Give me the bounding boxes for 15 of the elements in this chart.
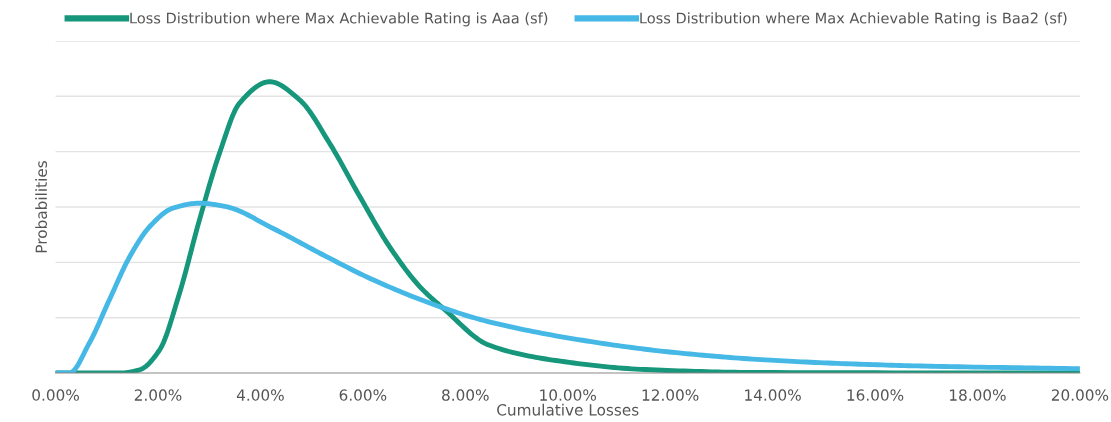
x-tick-label: 20.00%	[1051, 389, 1109, 401]
x-tick-label: 8.00%	[442, 389, 489, 401]
y-axis-title: Probabilities	[35, 161, 48, 253]
x-tick-label: 16.00%	[847, 389, 904, 401]
x-tick-label: 14.00%	[745, 389, 801, 401]
x-tick-label: 6.00%	[339, 389, 387, 401]
x-tick-label: 0.00%	[32, 389, 79, 401]
x-tick-label: 10.00%	[540, 389, 596, 401]
x-tick-label: 2.00%	[134, 389, 182, 401]
x-tick-label: 4.00%	[236, 389, 284, 401]
x-tick-label: 18.00%	[950, 389, 1006, 401]
x-tick-label: 12.00%	[642, 389, 699, 401]
legend-label: Loss Distribution where Max Achievable Rating is Baa2 (sf)	[640, 12, 1067, 27]
x-axis-title: Cumulative Losses	[497, 403, 639, 416]
legend-label: Loss Distribution where Max Achievable Rating is Aaa (sf)	[130, 12, 548, 27]
